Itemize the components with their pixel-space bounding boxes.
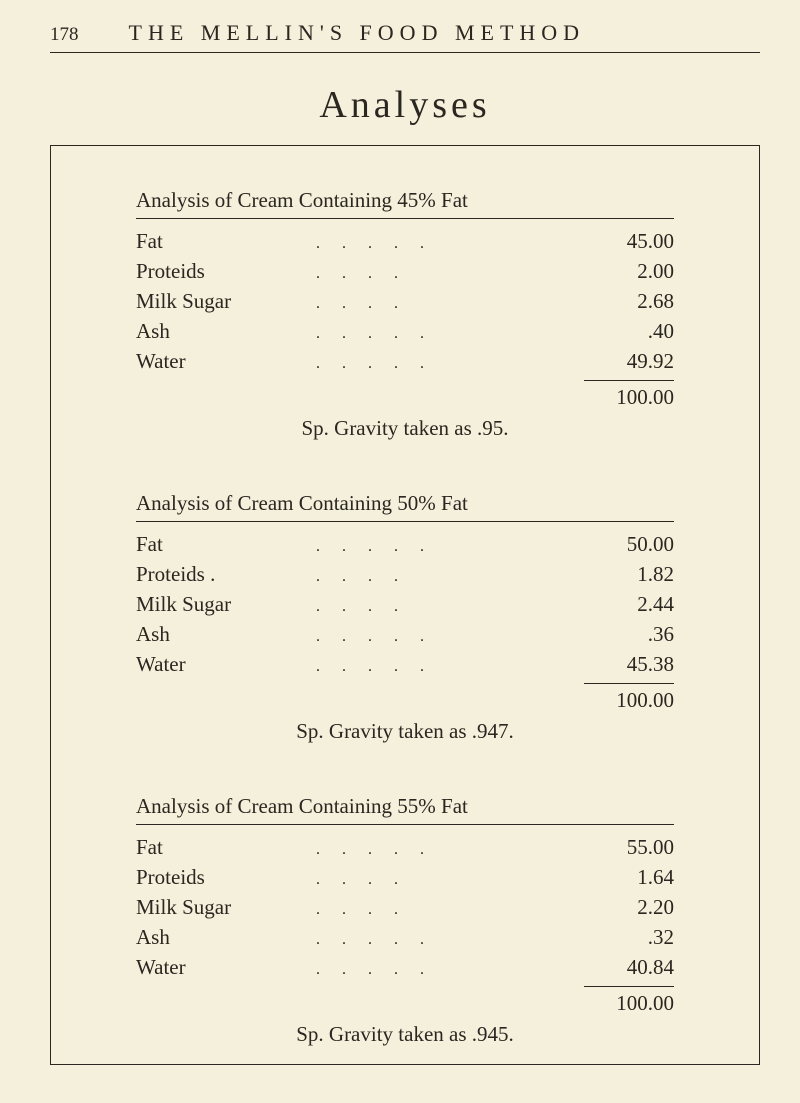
page-header: 178 THE MELLIN'S FOOD METHOD (50, 20, 760, 53)
row-dots: ..... (316, 835, 584, 860)
table-row: Ash ..... .40 (136, 319, 674, 344)
row-value: .40 (584, 319, 674, 344)
row-dots: .... (316, 592, 584, 617)
table-row: Fat ..... 55.00 (136, 835, 674, 860)
total-value: 100.00 (584, 380, 674, 410)
gravity-note: Sp. Gravity taken as .95. (136, 416, 674, 441)
table-row: Milk Sugar .... 2.20 (136, 895, 674, 920)
gravity-note: Sp. Gravity taken as .947. (136, 719, 674, 744)
main-title: Analyses (50, 83, 760, 127)
total-row: 100.00 (136, 683, 674, 713)
row-value: 1.64 (584, 865, 674, 890)
total-row: 100.00 (136, 380, 674, 410)
row-label: Milk Sugar (136, 895, 316, 920)
row-value: 55.00 (584, 835, 674, 860)
row-label: Proteids (136, 865, 316, 890)
table-row: Fat ..... 50.00 (136, 532, 674, 557)
row-label: Proteids . (136, 562, 316, 587)
row-dots: .... (316, 865, 584, 890)
total-value: 100.00 (584, 683, 674, 713)
row-value: 2.00 (584, 259, 674, 284)
book-title: THE MELLIN'S FOOD METHOD (129, 20, 586, 46)
table-row: Milk Sugar .... 2.68 (136, 289, 674, 314)
row-value: 49.92 (584, 349, 674, 374)
row-label: Fat (136, 229, 316, 254)
analysis-block-45: Analysis of Cream Containing 45% Fat Fat… (136, 188, 674, 441)
table-title: Analysis of Cream Containing 50% Fat (136, 491, 674, 522)
row-dots: ..... (316, 349, 584, 374)
row-value: 1.82 (584, 562, 674, 587)
row-label: Fat (136, 835, 316, 860)
row-value: 2.44 (584, 592, 674, 617)
row-label: Fat (136, 532, 316, 557)
row-label: Water (136, 652, 316, 677)
row-value: .36 (584, 622, 674, 647)
gravity-note: Sp. Gravity taken as .945. (136, 1022, 674, 1047)
row-value: 40.84 (584, 955, 674, 980)
row-label: Milk Sugar (136, 289, 316, 314)
page-number: 178 (50, 24, 79, 46)
row-dots: .... (316, 259, 584, 284)
row-label: Water (136, 955, 316, 980)
row-dots: ..... (316, 229, 584, 254)
content-box: Analysis of Cream Containing 45% Fat Fat… (50, 145, 760, 1065)
row-dots: ..... (316, 319, 584, 344)
row-value: .32 (584, 925, 674, 950)
table-row: Water ..... 49.92 (136, 349, 674, 374)
table-row: Water ..... 45.38 (136, 652, 674, 677)
total-row: 100.00 (136, 986, 674, 1016)
row-value: 2.20 (584, 895, 674, 920)
row-dots: ..... (316, 925, 584, 950)
row-label: Proteids (136, 259, 316, 284)
table-row: Proteids .... 2.00 (136, 259, 674, 284)
row-value: 45.38 (584, 652, 674, 677)
table-row: Milk Sugar .... 2.44 (136, 592, 674, 617)
table-title: Analysis of Cream Containing 45% Fat (136, 188, 674, 219)
row-label: Ash (136, 319, 316, 344)
row-dots: ..... (316, 532, 584, 557)
row-label: Milk Sugar (136, 592, 316, 617)
table-row: Water ..... 40.84 (136, 955, 674, 980)
table-row: Proteids . .... 1.82 (136, 562, 674, 587)
row-value: 50.00 (584, 532, 674, 557)
analysis-block-50: Analysis of Cream Containing 50% Fat Fat… (136, 491, 674, 744)
row-dots: .... (316, 289, 584, 314)
table-row: Ash ..... .36 (136, 622, 674, 647)
row-dots: ..... (316, 955, 584, 980)
total-value: 100.00 (584, 986, 674, 1016)
table-row: Proteids .... 1.64 (136, 865, 674, 890)
row-label: Water (136, 349, 316, 374)
row-dots: .... (316, 895, 584, 920)
table-title: Analysis of Cream Containing 55% Fat (136, 794, 674, 825)
analysis-block-55: Analysis of Cream Containing 55% Fat Fat… (136, 794, 674, 1047)
table-row: Fat ..... 45.00 (136, 229, 674, 254)
row-label: Ash (136, 622, 316, 647)
row-dots: ..... (316, 652, 584, 677)
row-value: 2.68 (584, 289, 674, 314)
row-dots: ..... (316, 622, 584, 647)
row-value: 45.00 (584, 229, 674, 254)
table-row: Ash ..... .32 (136, 925, 674, 950)
row-dots: .... (316, 562, 584, 587)
row-label: Ash (136, 925, 316, 950)
